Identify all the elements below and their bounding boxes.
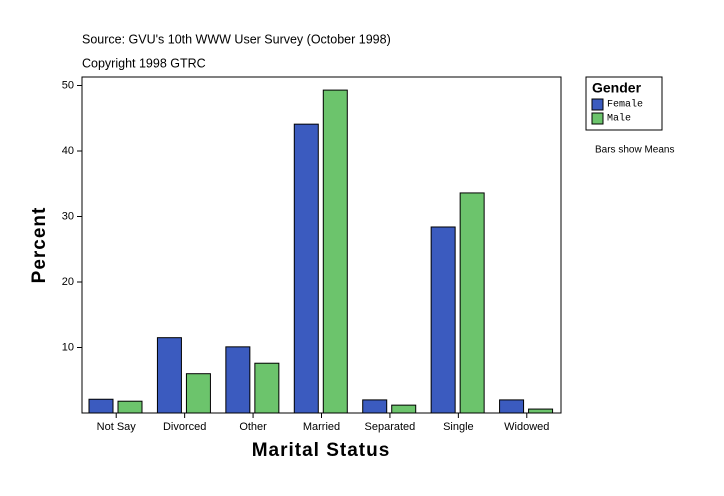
y-tick-label: 40	[62, 145, 74, 157]
bar	[528, 408, 554, 414]
copyright: Copyright 1998 GTRC	[82, 56, 206, 70]
x-tick-label: Married	[303, 421, 340, 433]
bar	[322, 89, 348, 414]
bar	[156, 337, 182, 414]
note: Bars show Means	[595, 145, 674, 156]
bar	[185, 373, 211, 414]
x-tick-label: Divorced	[163, 421, 206, 433]
x-tick-label: Single	[443, 421, 474, 433]
x-tick-label: Not Say	[97, 421, 137, 433]
bar	[293, 123, 319, 414]
bar	[254, 362, 280, 414]
x-tick-label: Separated	[365, 421, 416, 433]
y-tick-label: 10	[62, 341, 74, 353]
x-axis-title: Marital Status	[252, 440, 391, 461]
y-tick-label: 20	[62, 276, 74, 288]
legend-swatch	[591, 98, 604, 111]
legend-label: Male	[607, 113, 631, 125]
x-tick-label: Other	[239, 421, 267, 433]
bar	[117, 400, 143, 414]
bar	[459, 192, 485, 414]
subtitle: Source: GVU's 10th WWW User Survey (Octo…	[82, 32, 391, 46]
bar	[430, 226, 456, 414]
bar	[88, 398, 114, 414]
legend-title: Gender	[592, 80, 642, 96]
legend-label: Female	[607, 99, 643, 111]
bar	[362, 399, 388, 414]
legend-swatch	[591, 112, 604, 125]
x-tick-label: Widowed	[504, 421, 549, 433]
bar	[225, 346, 251, 414]
bar	[499, 399, 525, 414]
bar	[391, 404, 417, 414]
y-axis-title: Percent	[29, 207, 50, 284]
y-tick-label: 30	[62, 210, 74, 222]
y-tick-label: 50	[62, 79, 74, 91]
